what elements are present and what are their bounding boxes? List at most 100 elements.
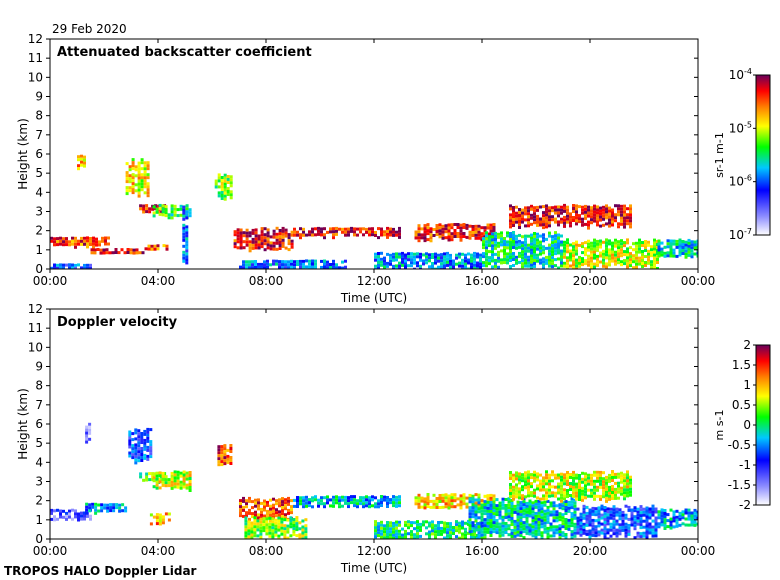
echo-pixel xyxy=(377,522,380,526)
echo-pixel xyxy=(525,510,529,514)
echo-pixel xyxy=(587,223,590,227)
echo-pixel xyxy=(560,475,563,479)
echo-pixel xyxy=(398,520,401,524)
echo-pixel xyxy=(641,241,644,244)
echo-pixel xyxy=(302,259,305,263)
echo-pixel xyxy=(512,246,515,249)
echo-pixel xyxy=(534,523,538,527)
echo-pixel xyxy=(447,497,451,501)
echo-pixel xyxy=(236,234,240,238)
echo-pixel xyxy=(564,512,568,515)
echo-pixel xyxy=(636,510,640,514)
echo-pixel xyxy=(512,224,515,227)
echo-pixel xyxy=(305,501,308,505)
echo-pixel xyxy=(518,254,521,258)
echo-pixel xyxy=(134,443,138,447)
echo-pixel xyxy=(161,204,165,208)
echo-pixel xyxy=(590,256,593,260)
echo-pixel xyxy=(572,251,575,255)
echo-pixel xyxy=(368,233,371,237)
echo-pixel xyxy=(477,534,481,538)
echo-pixel xyxy=(681,522,685,526)
echo-pixel xyxy=(182,259,186,263)
echo-pixel xyxy=(557,497,560,501)
echo-pixel xyxy=(608,218,611,222)
echo-pixel xyxy=(578,474,581,477)
echo-pixel xyxy=(605,222,608,226)
echo-pixel xyxy=(492,509,496,513)
echo-pixel xyxy=(449,265,452,269)
echo-pixel xyxy=(374,255,377,259)
echo-pixel xyxy=(247,535,251,539)
echo-pixel xyxy=(86,239,89,243)
echo-pixel xyxy=(626,470,629,474)
echo-pixel xyxy=(444,499,448,503)
echo-pixel xyxy=(260,242,264,246)
echo-pixel xyxy=(504,498,508,501)
echo-pixel xyxy=(525,525,529,529)
echo-pixel xyxy=(573,504,577,508)
echo-pixel xyxy=(446,251,449,255)
echo-pixel xyxy=(563,243,566,247)
echo-pixel xyxy=(401,263,404,267)
echo-pixel xyxy=(248,511,251,515)
echo-pixel xyxy=(229,447,233,450)
echo-pixel xyxy=(429,236,433,240)
echo-pixel xyxy=(383,265,386,269)
echo-pixel xyxy=(537,499,541,503)
echo-pixel xyxy=(660,511,664,515)
echo-pixel xyxy=(596,205,599,209)
echo-pixel xyxy=(182,244,186,248)
echo-pixel xyxy=(623,485,626,489)
echo-pixel xyxy=(479,265,482,269)
echo-pixel xyxy=(299,233,302,237)
echo-pixel xyxy=(497,253,500,257)
echo-pixel xyxy=(419,258,422,262)
echo-pixel xyxy=(256,528,260,532)
echo-pixel xyxy=(515,495,518,499)
echo-pixel xyxy=(563,246,566,250)
echo-pixel xyxy=(635,244,638,248)
echo-pixel xyxy=(545,255,548,259)
echo-pixel xyxy=(545,261,548,265)
echo-pixel xyxy=(83,242,86,246)
echo-pixel xyxy=(620,251,623,255)
echo-pixel xyxy=(470,253,473,257)
echo-pixel xyxy=(557,242,560,246)
colorbar-tick-label: 10-4 xyxy=(729,67,752,82)
echo-pixel xyxy=(638,244,641,248)
echo-pixel xyxy=(615,510,619,514)
echo-pixel xyxy=(501,503,505,507)
echo-pixel xyxy=(500,240,503,244)
echo-pixel xyxy=(621,513,625,517)
echo-pixel xyxy=(546,532,550,536)
echo-pixel xyxy=(137,176,141,180)
echo-pixel xyxy=(380,495,383,498)
echo-pixel xyxy=(398,252,401,256)
echo-pixel xyxy=(581,260,584,264)
echo-pixel xyxy=(594,528,598,532)
echo-pixel xyxy=(455,262,458,266)
echo-pixel xyxy=(554,264,557,268)
echo-pixel xyxy=(129,248,133,252)
echo-pixel xyxy=(278,244,282,247)
echo-pixel xyxy=(304,533,308,537)
echo-pixel xyxy=(83,514,86,518)
echo-pixel xyxy=(563,255,566,259)
echo-pixel xyxy=(446,263,449,267)
echo-pixel xyxy=(137,444,141,448)
echo-pixel xyxy=(440,259,443,263)
echo-pixel xyxy=(139,475,143,479)
echo-pixel xyxy=(302,230,305,234)
echo-pixel xyxy=(80,239,83,243)
echo-pixel xyxy=(480,499,484,503)
echo-pixel xyxy=(590,473,593,477)
echo-pixel xyxy=(599,245,602,249)
echo-pixel xyxy=(77,263,80,267)
echo-pixel xyxy=(611,479,614,482)
echo-pixel xyxy=(501,521,505,525)
echo-pixel xyxy=(585,532,589,536)
echo-pixel xyxy=(281,509,284,513)
echo-pixel xyxy=(635,250,638,254)
echo-pixel xyxy=(629,493,632,497)
